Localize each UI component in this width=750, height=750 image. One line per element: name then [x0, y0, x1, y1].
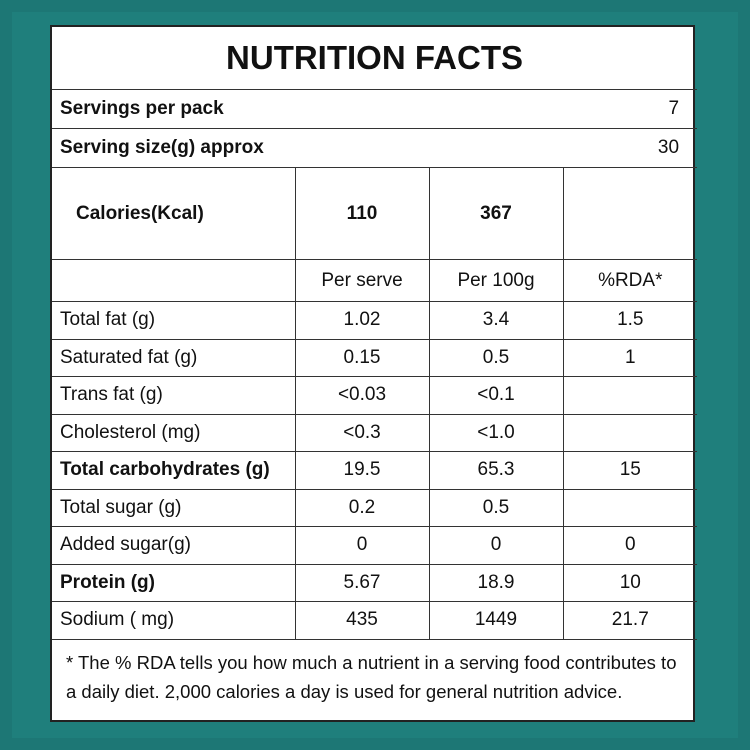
nutrient-per-serve: 5.67 [294, 563, 430, 602]
nutrient-rda: 15 [562, 451, 698, 490]
column-header: %RDA* [562, 259, 698, 302]
nutrient-rda: 10 [562, 563, 698, 602]
nutrient-rda [562, 488, 698, 527]
nutrient-name: Sodium ( mg) [52, 601, 296, 640]
nutrient-rda: 1.5 [562, 301, 698, 340]
nutrient-name: Cholesterol (mg) [52, 413, 296, 452]
column-header: Per serve [294, 259, 430, 302]
serving-row: Serving size(g) approx 30 [52, 128, 698, 168]
nutrient-per-serve: <0.03 [294, 376, 430, 415]
column-header-row: Per serve Per 100g %RDA* [52, 259, 698, 302]
nutrient-name: Trans fat (g) [52, 376, 296, 415]
calories-label: Calories(Kcal) [52, 167, 296, 260]
serving-value: 7 [668, 98, 680, 119]
nutrient-row: Total carbohydrates (g) 19.5 65.3 15 [52, 451, 698, 490]
footnote-row: * The % RDA tells you how much a nutrien… [52, 638, 698, 712]
nutrient-per-serve: 0.15 [294, 338, 430, 377]
nutrient-name: Total sugar (g) [52, 488, 296, 527]
nutrient-per-serve: 0 [294, 526, 430, 565]
serving-line: Servings per pack 7 [60, 98, 697, 120]
serving-line: Serving size(g) approx 30 [60, 137, 697, 159]
nutrient-row: Saturated fat (g) 0.15 0.5 1 [52, 338, 698, 377]
nutrient-rda [562, 376, 698, 415]
nutrient-per-100g: <0.1 [428, 376, 564, 415]
serving-label: Servings per pack [60, 98, 224, 119]
nutrient-name: Protein (g) [52, 563, 296, 602]
nutrient-row: Trans fat (g) <0.03 <0.1 [52, 376, 698, 415]
nutrient-per-serve: 19.5 [294, 451, 430, 490]
footnote: * The % RDA tells you how much a nutrien… [52, 638, 698, 712]
nutrient-row: Total sugar (g) 0.2 0.5 [52, 488, 698, 527]
nutrient-per-serve: 435 [294, 601, 430, 640]
title: NUTRITION FACTS [52, 27, 698, 90]
nutrient-per-100g: 0 [428, 526, 564, 565]
nutrient-name: Total fat (g) [52, 301, 296, 340]
nutrient-rda: 0 [562, 526, 698, 565]
nutrient-per-100g: 1449 [428, 601, 564, 640]
nutrient-row: Protein (g) 5.67 18.9 10 [52, 563, 698, 602]
nutrient-per-100g: 65.3 [428, 451, 564, 490]
nutrient-per-100g: 0.5 [428, 338, 564, 377]
nutrient-per-100g: 3.4 [428, 301, 564, 340]
nutrient-row: Cholesterol (mg) <0.3 <1.0 [52, 413, 698, 452]
nutrient-per-100g: <1.0 [428, 413, 564, 452]
nutrient-rda [562, 413, 698, 452]
calories-row: Calories(Kcal) 110 367 [52, 167, 698, 260]
nutrient-per-serve: 0.2 [294, 488, 430, 527]
column-header: Per 100g [428, 259, 564, 302]
serving-value: 30 [657, 137, 680, 158]
nutrient-name: Added sugar(g) [52, 526, 296, 565]
nutrient-rda: 1 [562, 338, 698, 377]
serving-row: Servings per pack 7 [52, 89, 698, 129]
nutrient-rda: 21.7 [562, 601, 698, 640]
nutrient-row: Sodium ( mg) 435 1449 21.7 [52, 601, 698, 640]
nutrient-per-serve: <0.3 [294, 413, 430, 452]
nutrient-per-100g: 18.9 [428, 563, 564, 602]
header-empty [52, 259, 296, 302]
nutrient-per-serve: 1.02 [294, 301, 430, 340]
nutrient-per-100g: 0.5 [428, 488, 564, 527]
nutrient-row: Added sugar(g) 0 0 0 [52, 526, 698, 565]
title-row: NUTRITION FACTS [52, 27, 698, 90]
serving-cell: Servings per pack 7 [52, 89, 698, 129]
serving-cell: Serving size(g) approx 30 [52, 128, 698, 168]
nutrient-name: Total carbohydrates (g) [52, 451, 296, 490]
nutrient-row: Total fat (g) 1.02 3.4 1.5 [52, 301, 698, 340]
calories-per-serve: 110 [294, 167, 430, 260]
nutrient-name: Saturated fat (g) [52, 338, 296, 377]
serving-label: Serving size(g) approx [60, 137, 264, 158]
calories-rda [562, 167, 698, 260]
calories-per-100g: 367 [428, 167, 564, 260]
nutrition-table: NUTRITION FACTS Servings per pack 7 Serving… [52, 27, 698, 712]
nutrition-panel: NUTRITION FACTS Servings per pack 7 Serving… [50, 25, 698, 722]
table-body: NUTRITION FACTS Servings per pack 7 Serving… [52, 27, 698, 712]
